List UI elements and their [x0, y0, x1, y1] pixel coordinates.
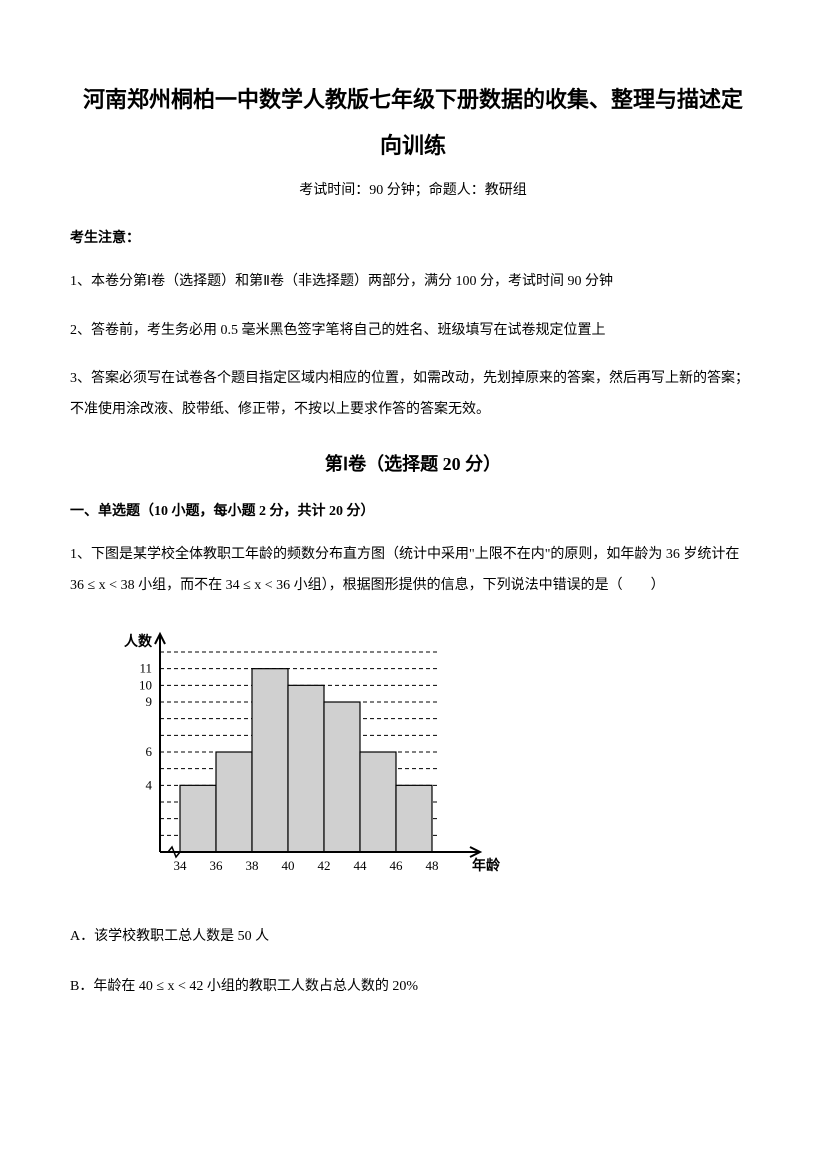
svg-text:44: 44 — [354, 858, 368, 873]
svg-text:人数: 人数 — [124, 633, 153, 650]
notice-item-3: 3、答案必须写在试卷各个题目指定区域内相应的位置，如需改动，先划掉原来的答案，然… — [70, 364, 756, 426]
notice-item-1: 1、本卷分第Ⅰ卷（选择题）和第Ⅱ卷（非选择题）两部分，满分 100 分，考试时间… — [70, 267, 756, 298]
svg-text:6: 6 — [146, 744, 153, 759]
option-b: B．年龄在 40 ≤ x < 42 小组的教职工人数占总人数的 20% — [70, 972, 756, 1003]
svg-text:36: 36 — [210, 858, 224, 873]
document-title-line1: 河南郑州桐柏一中数学人教版七年级下册数据的收集、整理与描述定 — [70, 80, 756, 120]
svg-text:年龄: 年龄 — [472, 857, 501, 874]
svg-text:11: 11 — [139, 660, 152, 675]
svg-text:10: 10 — [139, 677, 152, 692]
exam-meta: 考试时间：90 分钟；命题人：教研组 — [70, 179, 756, 199]
subsection-heading: 一、单选题（10 小题，每小题 2 分，共计 20 分） — [70, 500, 756, 520]
svg-text:34: 34 — [174, 858, 188, 873]
svg-text:9: 9 — [146, 694, 153, 709]
notice-item-2: 2、答卷前，考生务必用 0.5 毫米黑色签字笔将自己的姓名、班级填写在试卷规定位… — [70, 316, 756, 347]
histogram-svg: 46910113436384042444648人数年龄 — [100, 622, 520, 892]
section-1-header: 第Ⅰ卷（选择题 20 分） — [70, 450, 756, 476]
svg-text:40: 40 — [282, 858, 295, 873]
svg-text:46: 46 — [390, 858, 404, 873]
option-a: A．该学校教职工总人数是 50 人 — [70, 922, 756, 953]
svg-text:38: 38 — [246, 858, 259, 873]
svg-text:42: 42 — [318, 858, 331, 873]
svg-text:48: 48 — [426, 858, 439, 873]
notice-heading: 考生注意： — [70, 227, 756, 247]
histogram-chart: 46910113436384042444648人数年龄 — [100, 622, 756, 892]
svg-text:4: 4 — [146, 777, 153, 792]
question-1-text: 1、下图是某学校全体教职工年龄的频数分布直方图（统计中采用"上限不在内"的原则，… — [70, 540, 756, 602]
document-title-line2: 向训练 — [70, 128, 756, 163]
